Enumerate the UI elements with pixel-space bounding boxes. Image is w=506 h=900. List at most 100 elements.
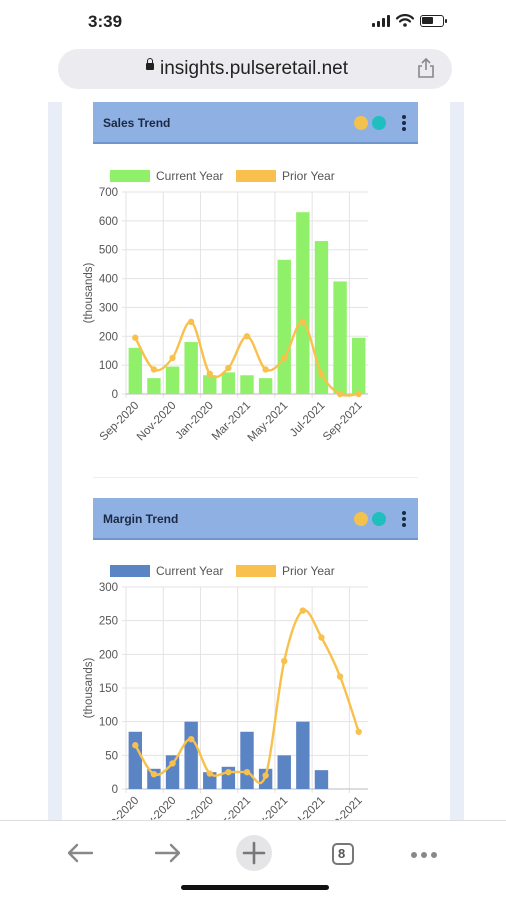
bar	[184, 342, 198, 394]
line-point	[299, 607, 307, 614]
line-point	[243, 333, 251, 340]
bar	[296, 721, 310, 789]
legend-swatch	[236, 565, 276, 577]
y-tick-label: 600	[99, 216, 118, 228]
back-arrow-icon[interactable]	[60, 833, 100, 873]
bar	[277, 259, 291, 394]
panel-title: Margin Trend	[103, 512, 179, 526]
battery-icon	[420, 14, 447, 27]
line-point	[318, 370, 325, 377]
x-tick-label: Sep-2021	[321, 795, 365, 820]
legend-label: Current Year	[156, 564, 223, 578]
line-point	[187, 318, 195, 326]
bar	[258, 378, 273, 394]
line-point	[132, 334, 139, 341]
status-dot-teal[interactable]	[372, 512, 386, 526]
x-tick-label: Sep-2021	[321, 400, 365, 444]
line-point	[132, 742, 139, 749]
y-tick-label: 200	[99, 331, 118, 343]
sales-trend-panel: Sales Trend	[93, 102, 418, 144]
bar	[128, 347, 143, 394]
bar	[258, 768, 273, 789]
status-dot-teal[interactable]	[372, 116, 386, 130]
bar	[314, 241, 329, 394]
line-point	[150, 366, 158, 373]
tab-count: 8	[338, 846, 346, 861]
lock-icon	[146, 58, 154, 70]
y-tick-label: 0	[112, 784, 118, 796]
legend-label: Current Year	[156, 169, 223, 183]
y-tick-label: 100	[99, 717, 118, 729]
x-tick-label: Nov-2020	[135, 795, 179, 820]
line-point	[318, 634, 325, 641]
line-point	[150, 770, 158, 778]
status-time: 3:39	[88, 12, 123, 31]
x-tick-label: Jan-2020	[173, 400, 215, 442]
y-tick-label: 200	[99, 649, 118, 661]
x-tick-label: Sep-2020	[98, 795, 142, 820]
line-point	[243, 768, 251, 776]
margin-trend-header: Margin Trend	[93, 498, 418, 540]
cellular-signal-icon	[372, 14, 390, 27]
more-options-icon[interactable]	[402, 511, 406, 527]
panel-title: Sales Trend	[103, 116, 171, 130]
bar	[165, 366, 180, 394]
bar	[296, 212, 310, 394]
dashboard: Sales Trend Current Year Prior Year 0 100 20…	[62, 102, 450, 820]
y-tick-label: 300	[99, 582, 118, 594]
y-tick-label: 700	[99, 187, 118, 199]
bar	[165, 755, 180, 789]
sales-trend-chart: Current Year Prior Year 0 100 200 300 400 500 60…	[83, 169, 368, 444]
tabs-icon	[332, 843, 354, 865]
more-options-icon[interactable]	[402, 115, 406, 131]
y-tick-label: 150	[99, 683, 118, 695]
divider	[93, 477, 418, 478]
margin-trend-chart: Current Year Prior Year 0 50 100 150 200 250 300…	[83, 564, 368, 820]
x-tick-label: Jan-2020	[173, 795, 215, 820]
y-axis-label: (thousands)	[83, 657, 95, 718]
bar	[221, 372, 236, 394]
margin-trend-panel: Margin Trend	[93, 498, 418, 540]
legend-label: Prior Year	[282, 564, 335, 578]
line-point	[206, 770, 213, 777]
legend-swatch	[110, 565, 150, 577]
legend-swatch	[110, 170, 150, 182]
bar	[333, 281, 347, 394]
tab-switcher-button[interactable]: 8	[322, 833, 362, 873]
legend-swatch	[236, 170, 276, 182]
y-tick-label: 100	[99, 360, 118, 372]
line-point	[169, 354, 176, 362]
status-dot-yellow[interactable]	[354, 116, 368, 130]
line-point	[336, 673, 344, 680]
bar	[184, 721, 198, 789]
line-point	[225, 364, 232, 372]
line-point	[262, 772, 269, 779]
y-tick-label: 0	[112, 389, 118, 401]
y-tick-label: 50	[105, 750, 118, 762]
line-point	[355, 728, 362, 735]
y-tick-label: 400	[99, 274, 118, 286]
line-point	[169, 760, 176, 767]
bar	[128, 731, 143, 789]
y-tick-label: 250	[99, 616, 118, 628]
y-tick-label: 300	[99, 302, 118, 314]
line-point	[206, 370, 213, 377]
more-menu-icon[interactable]	[404, 833, 444, 873]
bar	[147, 378, 161, 394]
address-bar[interactable]: insights.pulseretail.net	[58, 49, 452, 89]
share-icon[interactable]	[416, 57, 436, 79]
status-bar: 3:39	[0, 0, 506, 46]
x-tick-label: Nov-2020	[135, 400, 179, 444]
y-tick-label: 500	[99, 245, 118, 257]
bar	[240, 731, 254, 789]
status-dot-yellow[interactable]	[354, 512, 368, 526]
bar	[240, 375, 254, 394]
home-indicator	[181, 885, 329, 890]
bar	[314, 770, 329, 789]
status-icons	[372, 14, 447, 27]
line-point	[355, 390, 362, 398]
forward-arrow-icon[interactable]	[148, 833, 188, 873]
new-tab-plus-icon[interactable]	[234, 833, 274, 873]
url-text: insights.pulseretail.net	[160, 58, 348, 79]
wifi-icon	[396, 14, 414, 27]
